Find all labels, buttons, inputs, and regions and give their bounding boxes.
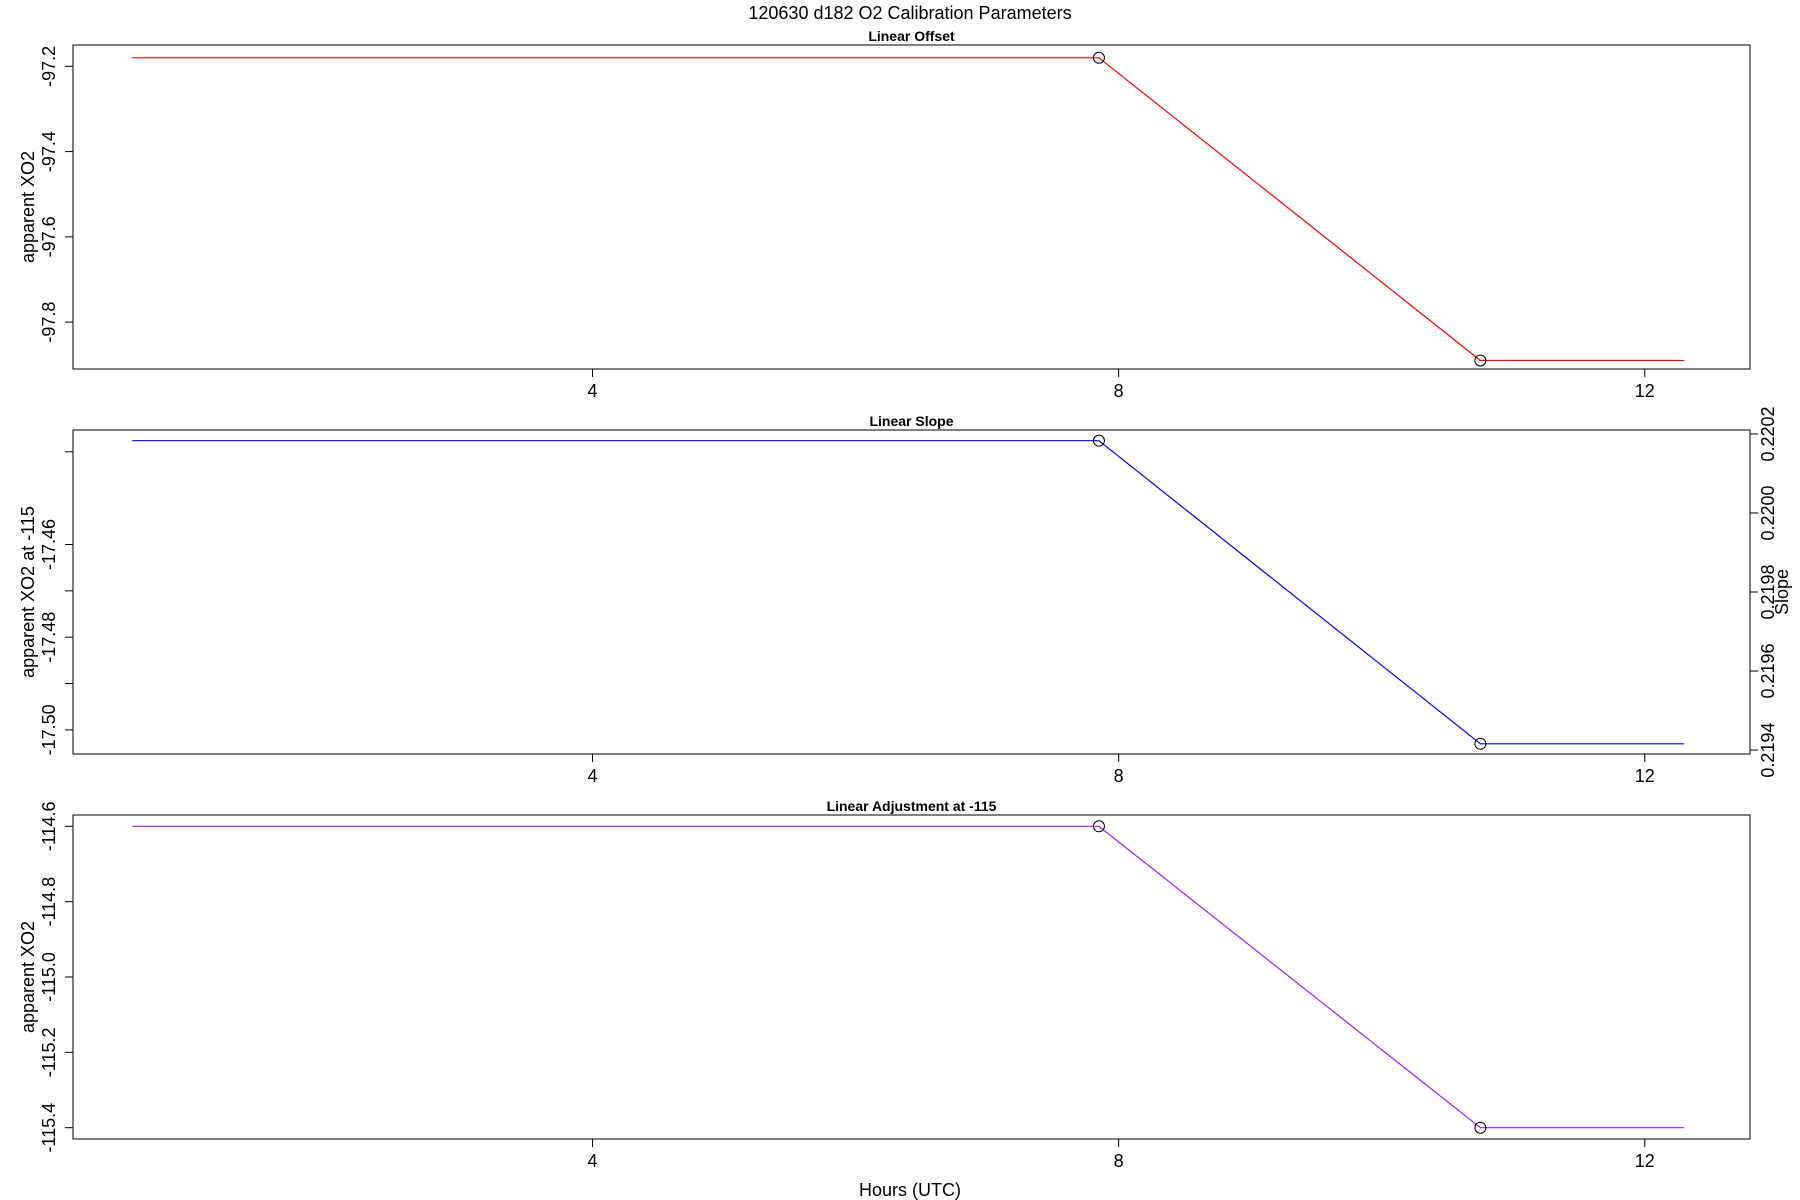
data-point-marker (1092, 434, 1105, 447)
y2-tick-label: 0.2196 (1758, 643, 1778, 698)
y-tick-label: -115.0 (39, 952, 59, 1002)
series-line (132, 440, 1685, 745)
x-tick-label: 8 (1114, 381, 1124, 401)
figure-title: 120630 d182 O2 Calibration Parameters (748, 3, 1071, 23)
data-point-marker (1474, 737, 1487, 750)
data-point-marker (1474, 354, 1487, 367)
y-tick-label: -97.6 (39, 216, 59, 257)
series-line (132, 825, 1685, 1129)
data-point-marker (1092, 51, 1105, 64)
y-tick-label: -17.50 (39, 704, 59, 755)
y2-tick-label: 0.2200 (1758, 485, 1778, 540)
data-point-marker (1474, 1121, 1487, 1134)
y-tick-label: -97.4 (39, 131, 59, 172)
y-axis-title: apparent XO2 (18, 151, 38, 263)
panel-title: Linear Adjustment at -115 (827, 798, 997, 814)
y-tick-label: -115.2 (39, 1027, 59, 1077)
y-tick-label: -97.2 (39, 46, 59, 87)
y2-tick-label: 0.2202 (1758, 406, 1778, 461)
y-tick-label: -17.48 (39, 612, 59, 663)
panel-1: Linear Offset 4 8 12 -97.2 -97.4 -97.6 -97.8 app… (18, 28, 1751, 401)
y-tick-label: -114.8 (39, 877, 59, 927)
x-axis-title: Hours (UTC) (859, 1180, 961, 1200)
x-tick-label: 8 (1114, 766, 1124, 786)
y2-tick-label: 0.2198 (1758, 564, 1778, 619)
y-tick-label: -114.6 (39, 801, 59, 851)
x-tick-label: 4 (588, 766, 598, 786)
y-tick-label: -97.8 (39, 302, 59, 343)
panel-title: Linear Slope (869, 413, 953, 429)
data-point-marker (1092, 820, 1105, 833)
y-axis-title: apparent XO2 at -115 (18, 506, 38, 678)
panel-3: Linear Adjustment at -115 4 8 12 -114.6 -114.… (18, 798, 1751, 1171)
x-tick-label: 12 (1635, 381, 1655, 401)
series-line (132, 57, 1685, 362)
y-tick-label: -115.4 (39, 1103, 59, 1153)
panels: Linear Offset 4 8 12 -97.2 -97.4 -97.6 -97.8 app… (18, 28, 1792, 1171)
y-axis-title: apparent XO2 (18, 921, 38, 1033)
x-tick-label: 12 (1635, 766, 1655, 786)
plot-frame (72, 44, 1751, 370)
panel-2: Linear Slope 4 8 12 -17.46 -17.48 -17.50 appare… (18, 406, 1792, 786)
y2-axis-title: Slope (1772, 569, 1792, 615)
panel-title: Linear Offset (868, 28, 955, 44)
y2-tick-label: 0.2194 (1758, 723, 1778, 778)
x-tick-label: 4 (588, 1151, 598, 1171)
y-tick-label: -17.46 (39, 519, 59, 570)
x-tick-label: 4 (588, 381, 598, 401)
x-tick-label: 12 (1635, 1151, 1655, 1171)
x-tick-label: 8 (1114, 1151, 1124, 1171)
